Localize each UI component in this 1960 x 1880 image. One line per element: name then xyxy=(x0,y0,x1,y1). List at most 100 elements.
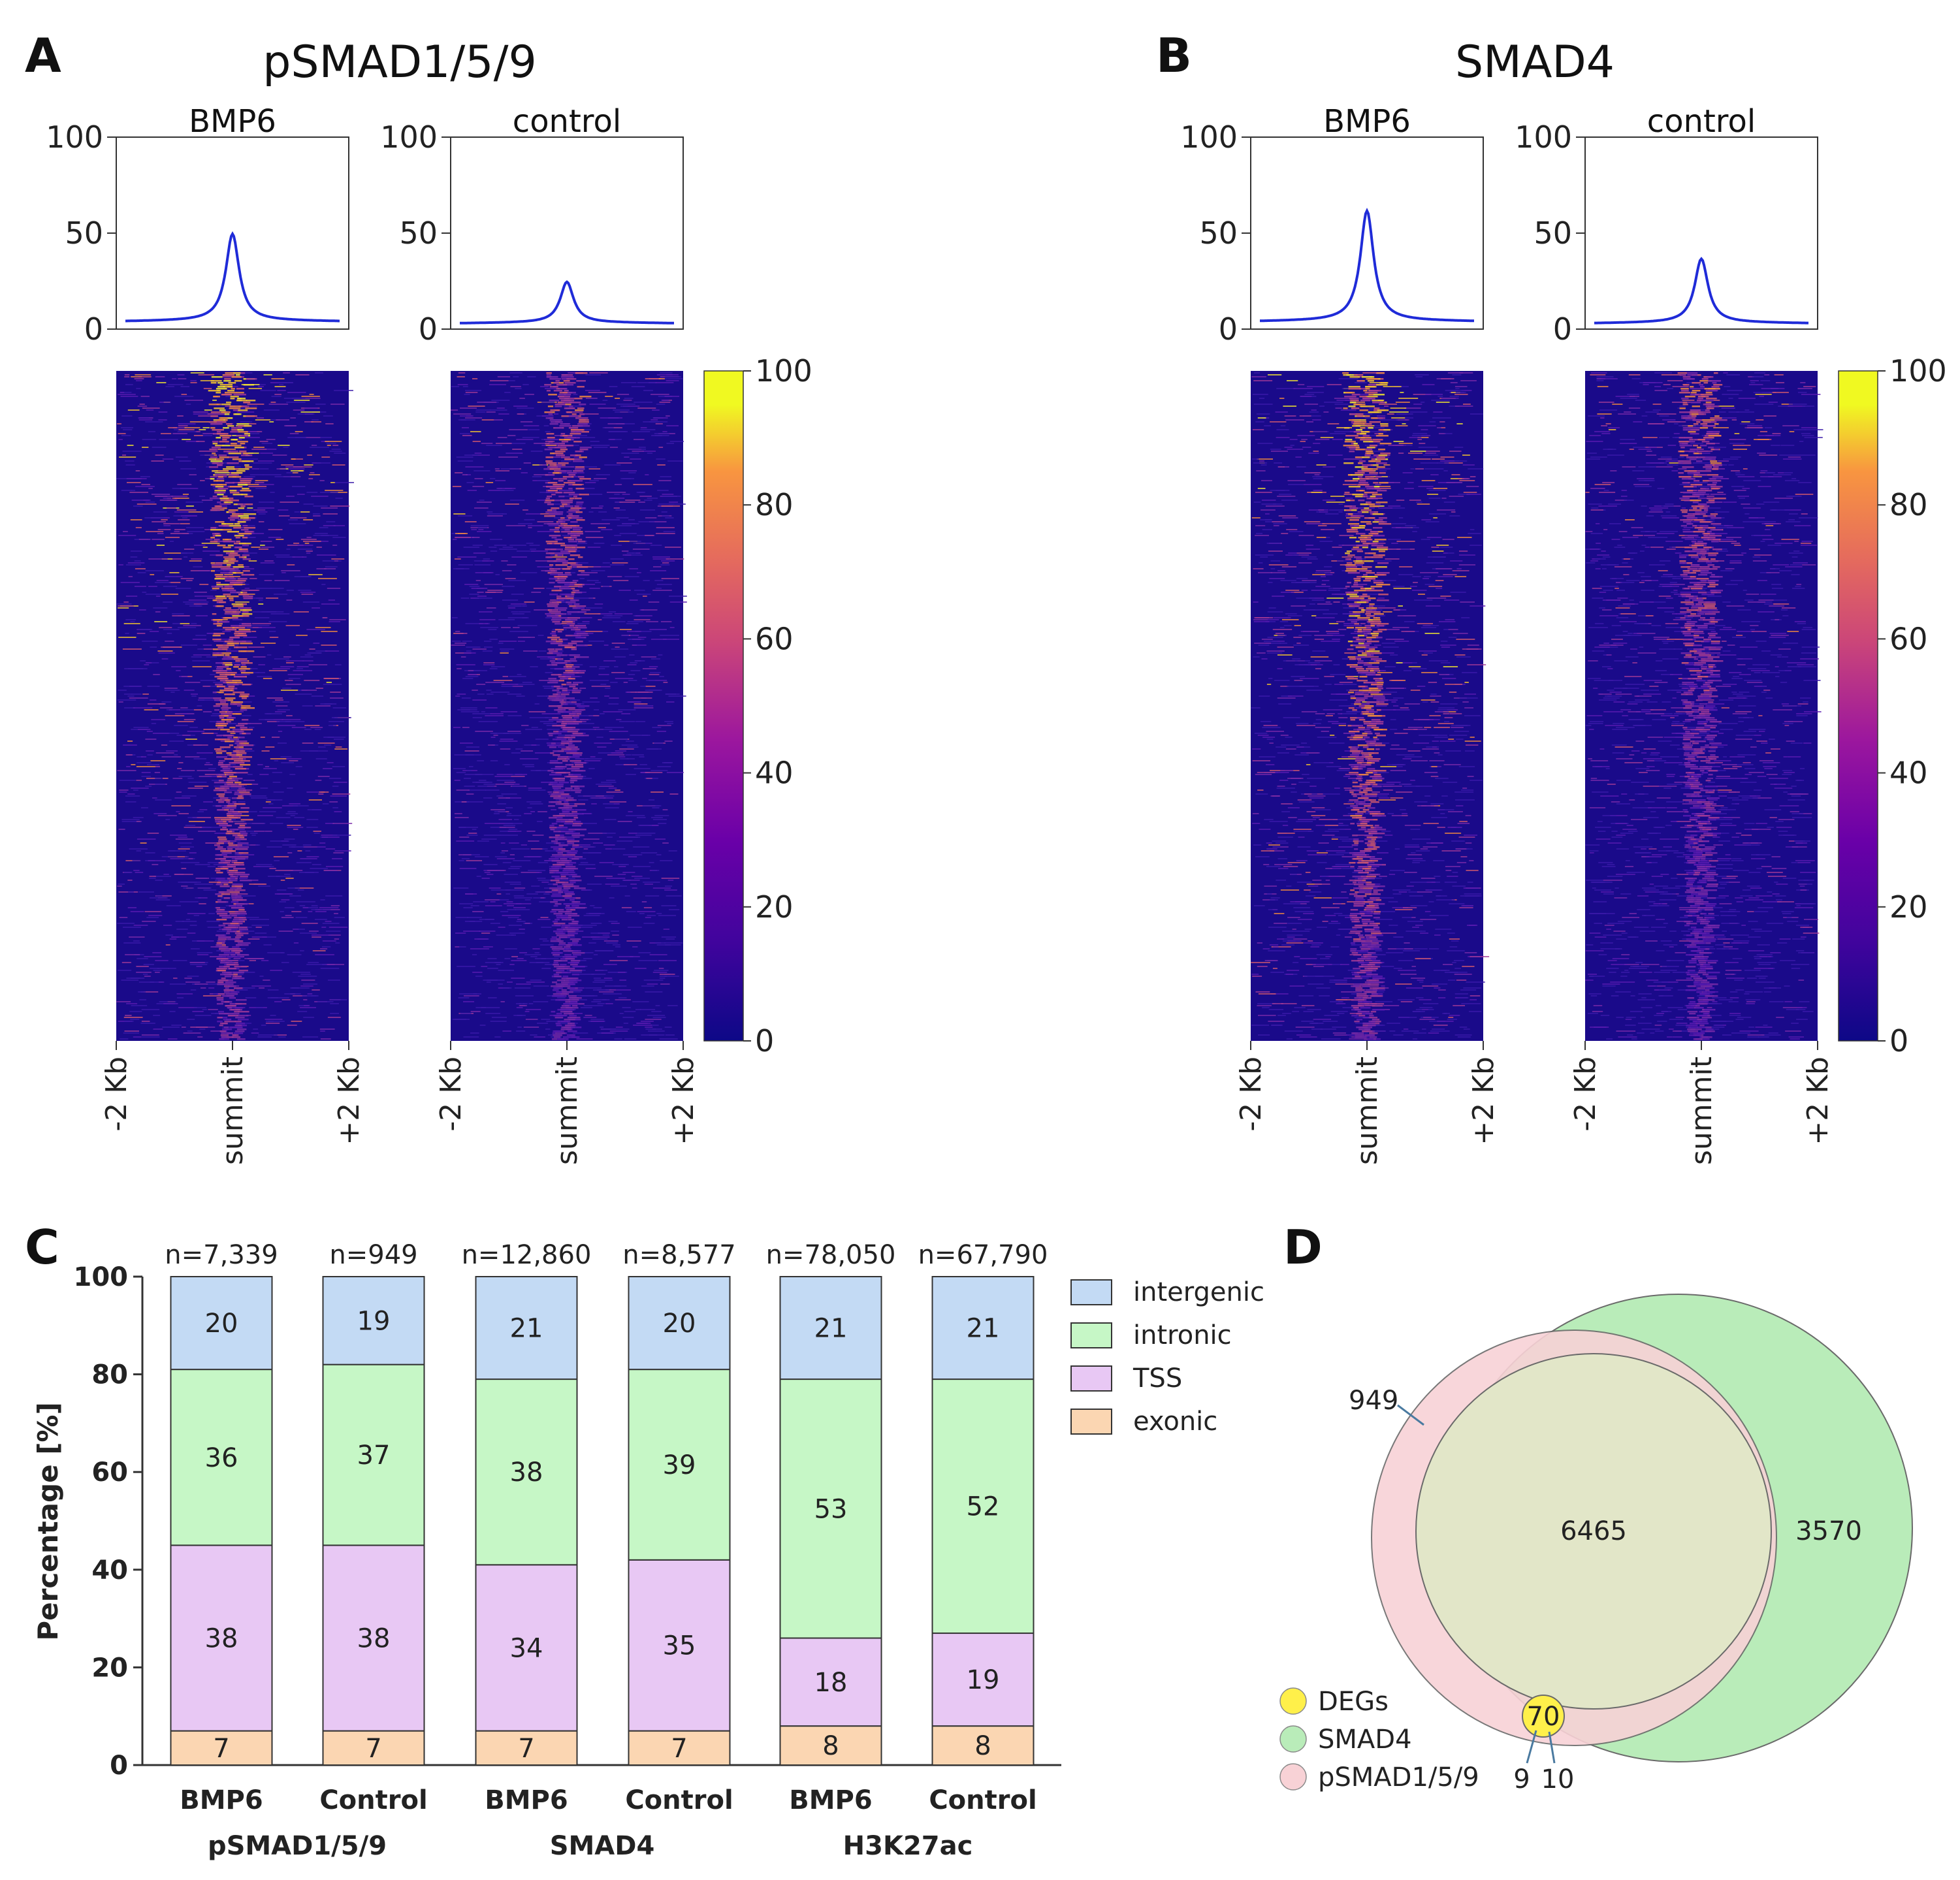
c-ytick-label: 100 xyxy=(74,1262,129,1292)
panel-a-bmp6-heatmap-streaks xyxy=(116,372,354,1040)
panel-letter-c: C xyxy=(25,1220,59,1275)
c-bar-label-intronic-1: 37 xyxy=(357,1441,391,1471)
c-bar-label-intergenic-5: 21 xyxy=(967,1314,1000,1344)
c-category-label: BMP6 xyxy=(485,1785,568,1815)
panel-a-bmp6-heatmap xyxy=(116,371,354,1041)
panel-b-colorbar-label: 20 xyxy=(1889,889,1928,925)
panel-b-colorbar-label: 40 xyxy=(1889,756,1928,791)
panel-letter-d: D xyxy=(1283,1220,1323,1275)
c-bar-label-intergenic-1: 19 xyxy=(357,1306,391,1336)
c-bar-intergenic-2 xyxy=(475,1276,578,1380)
panel-b-control-xtick-label: +2 Kb xyxy=(1801,1057,1835,1145)
c-legend-label-TSS: TSS xyxy=(1133,1363,1182,1394)
panel-a-control-ytick-label: 0 xyxy=(419,311,438,347)
c-bar-intergenic-0 xyxy=(170,1276,273,1371)
c-bar-label-intronic-5: 52 xyxy=(967,1492,1000,1522)
d-legend-swatch xyxy=(1279,1687,1307,1715)
d-label-smad4-only: 3570 xyxy=(1795,1516,1862,1546)
panel-a-control-profile-frame xyxy=(450,136,684,330)
c-bar-TSS-2 xyxy=(475,1564,578,1732)
panel-a-control-ytick-label: 100 xyxy=(380,119,438,155)
panel-b-colorbar-label: 0 xyxy=(1889,1023,1908,1059)
panel-b-control-ytick-label: 0 xyxy=(1553,311,1572,347)
panel-b-control-subtitle: control xyxy=(1647,103,1756,140)
d-legend-swatch xyxy=(1279,1725,1307,1753)
c-legend-label-intronic: intronic xyxy=(1133,1320,1232,1350)
c-bar-exonic-5 xyxy=(931,1725,1035,1766)
c-bar-TSS-0 xyxy=(170,1544,273,1732)
c-group-label: SMAD4 xyxy=(550,1831,655,1861)
panel-b-title: SMAD4 xyxy=(1455,37,1615,88)
panel-a-bmp6-profile-line xyxy=(125,231,340,323)
c-n-label: n=8,577 xyxy=(622,1240,735,1270)
c-bar-label-TSS-2: 34 xyxy=(510,1633,543,1663)
panel-c: 0 20 40 60 80 100 Percentage [%] 7 38 36 20 n=7,339… xyxy=(32,1240,1264,1861)
panel-b-control-xtick-label: -2 Kb xyxy=(1569,1057,1602,1132)
panel-a-colorbar-label: 80 xyxy=(755,487,794,522)
c-bar-label-exonic-0: 7 xyxy=(213,1734,229,1764)
panel-b-bmp6-profile-line xyxy=(1260,208,1474,323)
c-bar-label-intronic-2: 38 xyxy=(510,1458,543,1488)
d-label-psmad-only: 949 xyxy=(1349,1386,1398,1416)
c-ytick-label: 20 xyxy=(91,1653,128,1683)
d-label-degs-psmad: 9 xyxy=(1513,1764,1530,1794)
c-ytick-label: 40 xyxy=(91,1555,128,1585)
panel-b-colorbar-label: 80 xyxy=(1889,487,1928,522)
d-circle-degs xyxy=(1522,1695,1565,1738)
c-bar-intronic-2 xyxy=(475,1378,578,1566)
c-bar-label-exonic-2: 7 xyxy=(518,1734,534,1764)
c-legend-swatch-intergenic xyxy=(1070,1279,1112,1305)
panel-a-control-xtick-label: -2 Kb xyxy=(434,1057,468,1132)
c-bar-intergenic-3 xyxy=(628,1276,731,1371)
c-legend-swatch-TSS xyxy=(1070,1365,1112,1392)
c-legend-swatch-intronic xyxy=(1070,1322,1112,1348)
c-ytick-label: 60 xyxy=(91,1458,128,1488)
c-bar-intergenic-4 xyxy=(779,1276,882,1380)
c-category-label: Control xyxy=(625,1785,733,1815)
c-bar-exonic-4 xyxy=(779,1725,882,1766)
panel-a-control-heatmap xyxy=(451,371,687,1041)
panel-b-colorbar xyxy=(1838,370,1878,1042)
panel-b-colorbar-label: 60 xyxy=(1889,621,1928,656)
c-ytick-label: 0 xyxy=(110,1751,128,1781)
c-bar-label-TSS-1: 38 xyxy=(357,1624,391,1654)
d-circle-overlap xyxy=(1415,1353,1772,1710)
panel-a: pSMAD1/5/9 BMP6 0 50 100 -2 Kb summit +2 Kb cont… xyxy=(46,37,812,1165)
panel-b-control-profile-line xyxy=(1594,257,1808,325)
c-bar-label-TSS-0: 38 xyxy=(205,1624,238,1654)
panel-a-control-heatmap-streaks xyxy=(451,372,687,1040)
panel-b-bmp6-subtitle: BMP6 xyxy=(1323,103,1411,140)
c-bar-intronic-5 xyxy=(931,1378,1035,1634)
d-leader-degs-psmad xyxy=(1526,1730,1537,1764)
panel-a-bmp6-ytick-label: 50 xyxy=(65,215,103,251)
panel-a-bmp6-xtick-label: -2 Kb xyxy=(100,1057,133,1132)
panel-b-bmp6-xtick-label: summit xyxy=(1351,1057,1384,1165)
panel-letter-a: A xyxy=(25,28,61,83)
c-bar-label-TSS-3: 35 xyxy=(663,1631,696,1661)
c-bar-label-intronic-4: 53 xyxy=(814,1494,848,1524)
panel-d: 949 6465 3570 70 9 10 DEGs SMAD4 pSMAD1/5/9 xyxy=(1279,1294,1913,1794)
panel-a-control-profile-line xyxy=(460,280,674,325)
c-bar-exonic-1 xyxy=(322,1730,425,1766)
c-n-label: n=12,860 xyxy=(462,1240,592,1270)
c-legend-label-intergenic: intergenic xyxy=(1133,1277,1264,1307)
panel-b-bmp6-profile-frame xyxy=(1250,136,1484,330)
c-n-label: n=7,339 xyxy=(165,1240,278,1270)
panel-b-bmp6-xtick-label: +2 Kb xyxy=(1467,1057,1500,1145)
c-bar-label-exonic-4: 8 xyxy=(822,1731,839,1761)
c-category-label: BMP6 xyxy=(789,1785,872,1815)
panel-b-control-profile-frame xyxy=(1584,136,1818,330)
panel-b-colorbar-label: 100 xyxy=(1889,353,1947,389)
c-bar-label-intergenic-2: 21 xyxy=(510,1314,543,1344)
panel-a-control-ytick-label: 50 xyxy=(399,215,438,251)
panel-a-bmp6-xtick-label: summit xyxy=(216,1057,249,1165)
c-ytick-label: 80 xyxy=(91,1360,128,1390)
c-bar-label-exonic-5: 8 xyxy=(974,1731,991,1761)
c-legend-label-exonic: exonic xyxy=(1133,1407,1217,1437)
panel-a-control-xtick-label: +2 Kb xyxy=(667,1057,700,1145)
c-bar-TSS-5 xyxy=(931,1633,1035,1727)
panel-a-bmp6-subtitle: BMP6 xyxy=(189,103,276,140)
panel-a-colorbar-label: 60 xyxy=(755,621,794,656)
d-leader-degs-smad4 xyxy=(1548,1731,1556,1764)
